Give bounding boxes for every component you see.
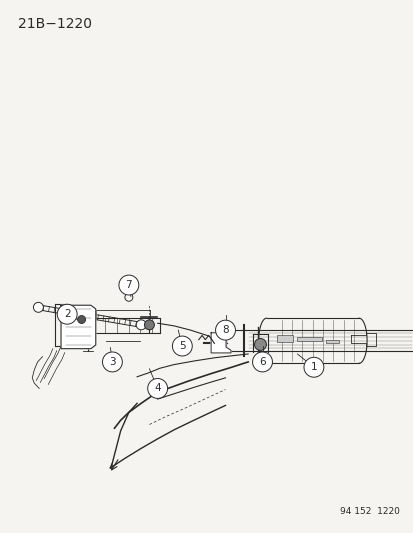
Text: 21B−1220: 21B−1220 bbox=[18, 17, 92, 31]
Bar bbox=[325, 340, 338, 343]
Text: 4: 4 bbox=[154, 383, 161, 393]
Circle shape bbox=[119, 275, 138, 295]
Text: 3: 3 bbox=[109, 357, 116, 367]
Polygon shape bbox=[61, 305, 95, 349]
Text: 6: 6 bbox=[259, 357, 265, 367]
Circle shape bbox=[147, 378, 167, 398]
Circle shape bbox=[252, 352, 272, 372]
Text: 7: 7 bbox=[125, 280, 132, 290]
Text: 2: 2 bbox=[64, 309, 70, 319]
Circle shape bbox=[172, 336, 192, 356]
Circle shape bbox=[102, 352, 122, 372]
Circle shape bbox=[215, 320, 235, 340]
Circle shape bbox=[125, 293, 133, 301]
Text: 8: 8 bbox=[222, 325, 228, 335]
Circle shape bbox=[33, 302, 43, 312]
Text: 94 152  1220: 94 152 1220 bbox=[339, 507, 399, 516]
Text: 1: 1 bbox=[310, 362, 316, 372]
Bar bbox=[297, 337, 321, 341]
Circle shape bbox=[144, 320, 154, 330]
Circle shape bbox=[303, 357, 323, 377]
Polygon shape bbox=[211, 333, 230, 353]
Circle shape bbox=[136, 320, 146, 330]
Circle shape bbox=[254, 338, 266, 350]
Circle shape bbox=[57, 304, 77, 324]
Bar bbox=[276, 335, 293, 342]
Circle shape bbox=[77, 316, 85, 324]
Text: 5: 5 bbox=[178, 341, 185, 351]
